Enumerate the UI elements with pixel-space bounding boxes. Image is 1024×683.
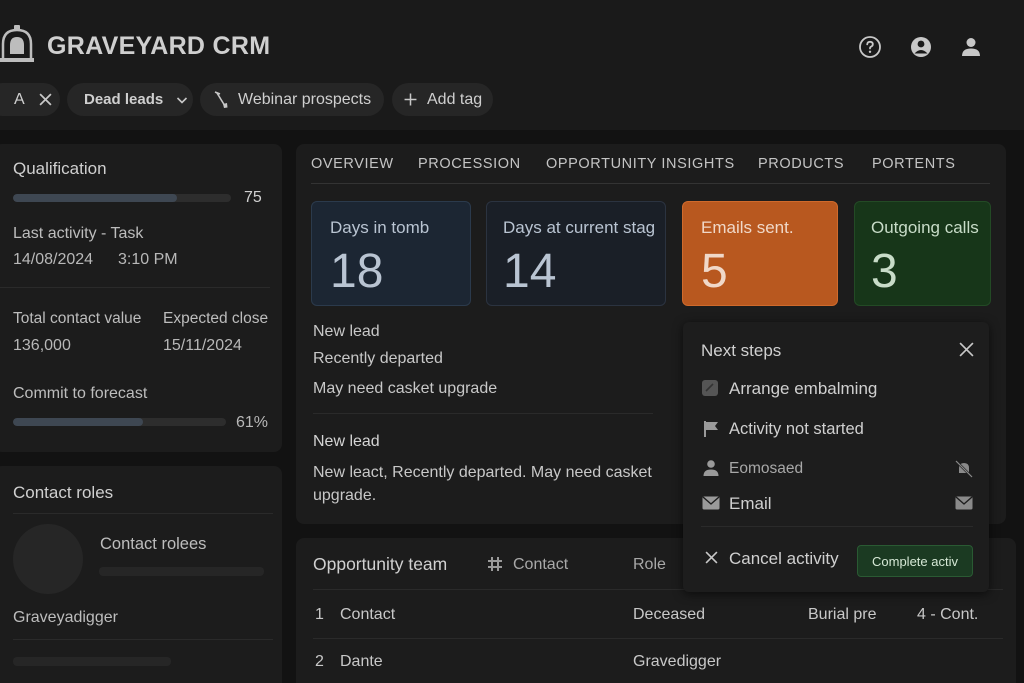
add-tag-button[interactable]: Add tag [392, 83, 493, 116]
cancel-activity-label: Cancel activity [729, 549, 839, 568]
tabs-divider [311, 183, 990, 184]
webinar-prospects-label: Webinar prospects [238, 90, 372, 108]
stat-days-in-tomb: Days in tomb 18 [311, 201, 471, 306]
commit-forecast-fill [13, 418, 143, 426]
dead-leads-dropdown[interactable]: Dead leads [67, 83, 193, 116]
contact-role-name: Graveyadigger [13, 609, 118, 626]
stat-value: 14 [503, 245, 557, 298]
close-icon [705, 551, 718, 564]
overview-line-recently-departed: Recently departed [313, 350, 443, 367]
last-activity-time: 3:10 PM [118, 251, 178, 268]
stat-label: Outgoing calls [871, 218, 979, 237]
user-icon[interactable] [959, 35, 983, 59]
stat-value: 5 [701, 245, 728, 298]
next-steps-title: Next steps [701, 341, 782, 360]
overview-paragraph-line2: upgrade. [313, 487, 377, 504]
add-tag-label: Add tag [427, 90, 483, 108]
overview-paragraph-line1: New leact, Recently departed. May need c… [313, 464, 652, 481]
column-header-contact[interactable]: Contact [513, 556, 569, 573]
qualification-score: 75 [244, 189, 262, 206]
stat-value: 3 [871, 245, 898, 298]
row-extra: Burial pre [808, 606, 877, 623]
webinar-prospects-chip[interactable]: Webinar prospects [200, 83, 384, 116]
qualification-score-bar [13, 194, 231, 202]
stat-emails-sent: Emails sent. 5 [682, 201, 838, 306]
skeleton-bar [99, 567, 264, 576]
filter-chip-a[interactable]: A [0, 83, 60, 116]
help-icon[interactable] [858, 35, 882, 59]
contact-roles-title: Contact roles [13, 483, 114, 502]
commit-to-forecast-label: Commit to forecast [13, 385, 148, 402]
grid-icon [488, 557, 502, 571]
commit-forecast-percent: 61% [236, 414, 269, 431]
close-icon[interactable] [39, 93, 52, 106]
qualification-card [0, 144, 282, 452]
activity-status: Activity not started [729, 420, 864, 438]
checkbox-icon[interactable] [701, 379, 719, 397]
row-stage: 4 - Cont. [917, 606, 979, 623]
row-number: 2 [315, 653, 324, 670]
stat-label: Emails sent. [701, 218, 794, 237]
column-header-role[interactable]: Role [633, 556, 666, 573]
next-step-task: Arrange embalming [729, 379, 878, 398]
account-circle-icon[interactable] [909, 35, 933, 59]
qualification-title: Qualification [13, 159, 107, 178]
tab-products[interactable]: PRODUCTS [758, 156, 845, 172]
mail-icon[interactable] [955, 494, 973, 512]
chevron-down-icon [177, 96, 188, 104]
stat-outgoing-calls: Outgoing calls 3 [854, 201, 991, 306]
row-role: Deceased [633, 606, 706, 623]
divider [313, 589, 1003, 590]
tombstone-bell-logo-icon [0, 25, 34, 62]
skeleton-bar [13, 657, 171, 666]
avatar [13, 524, 83, 594]
contact-roles-placeholder: Contact rolees [100, 535, 207, 553]
stat-value: 18 [330, 245, 384, 298]
filter-chip-a-label: A [14, 90, 25, 108]
qualification-score-fill [13, 194, 177, 202]
divider [0, 287, 270, 288]
stat-days-at-current-stage: Days at current stag 14 [486, 201, 666, 306]
stat-label: Days at current stag [503, 218, 656, 237]
last-activity-label: Last activity - Task [13, 225, 144, 242]
tab-opportunity-insights[interactable]: OPPORTUNITY INSIGHTS [546, 156, 735, 172]
bell-off-icon[interactable] [955, 460, 973, 478]
overview-line-new-lead: New lead [313, 323, 380, 340]
activity-assignee: Eomosaed [729, 460, 804, 477]
app-header: GRAVEYARD CRM A Dead leads Webinar prosp… [0, 0, 1024, 130]
dead-leads-label: Dead leads [84, 91, 164, 108]
app-title: GRAVEYARD CRM [47, 32, 271, 60]
divider [313, 413, 653, 414]
row-contact-name: Contact [340, 606, 396, 623]
stat-label: Days in tomb [330, 218, 430, 237]
total-contact-value: 136,000 [13, 337, 71, 354]
divider [13, 639, 273, 640]
flag-icon [704, 421, 718, 437]
cancel-activity-button[interactable]: Cancel activity [701, 545, 846, 573]
row-number: 1 [315, 606, 324, 623]
overview-line-casket: May need casket upgrade [313, 380, 498, 397]
opportunity-team-title: Opportunity team [313, 554, 448, 574]
row-role: Gravedigger [633, 653, 722, 670]
plus-icon [404, 93, 417, 106]
expected-close-date: 15/11/2024 [163, 337, 242, 354]
close-icon[interactable] [959, 342, 974, 357]
activity-type: Email [729, 494, 772, 513]
person-icon [703, 460, 719, 476]
divider [313, 638, 1003, 639]
divider [701, 526, 973, 527]
row-contact-name: Dante [340, 653, 383, 670]
commit-forecast-bar [13, 418, 226, 426]
expected-close-label: Expected close [163, 310, 269, 327]
tab-overview[interactable]: OVERVIEW [311, 156, 394, 172]
total-contact-value-label: Total contact value [13, 310, 142, 327]
complete-activity-button[interactable]: Complete activ [857, 545, 973, 577]
divider [13, 513, 273, 514]
tab-procession[interactable]: PROCESSION [418, 156, 521, 172]
last-activity-date: 14/08/2024 [13, 251, 94, 268]
shovel-icon [214, 90, 228, 108]
tab-portents[interactable]: PORTENTS [872, 156, 956, 172]
mail-icon [702, 496, 720, 510]
overview-heading-new-lead: New lead [313, 433, 380, 450]
